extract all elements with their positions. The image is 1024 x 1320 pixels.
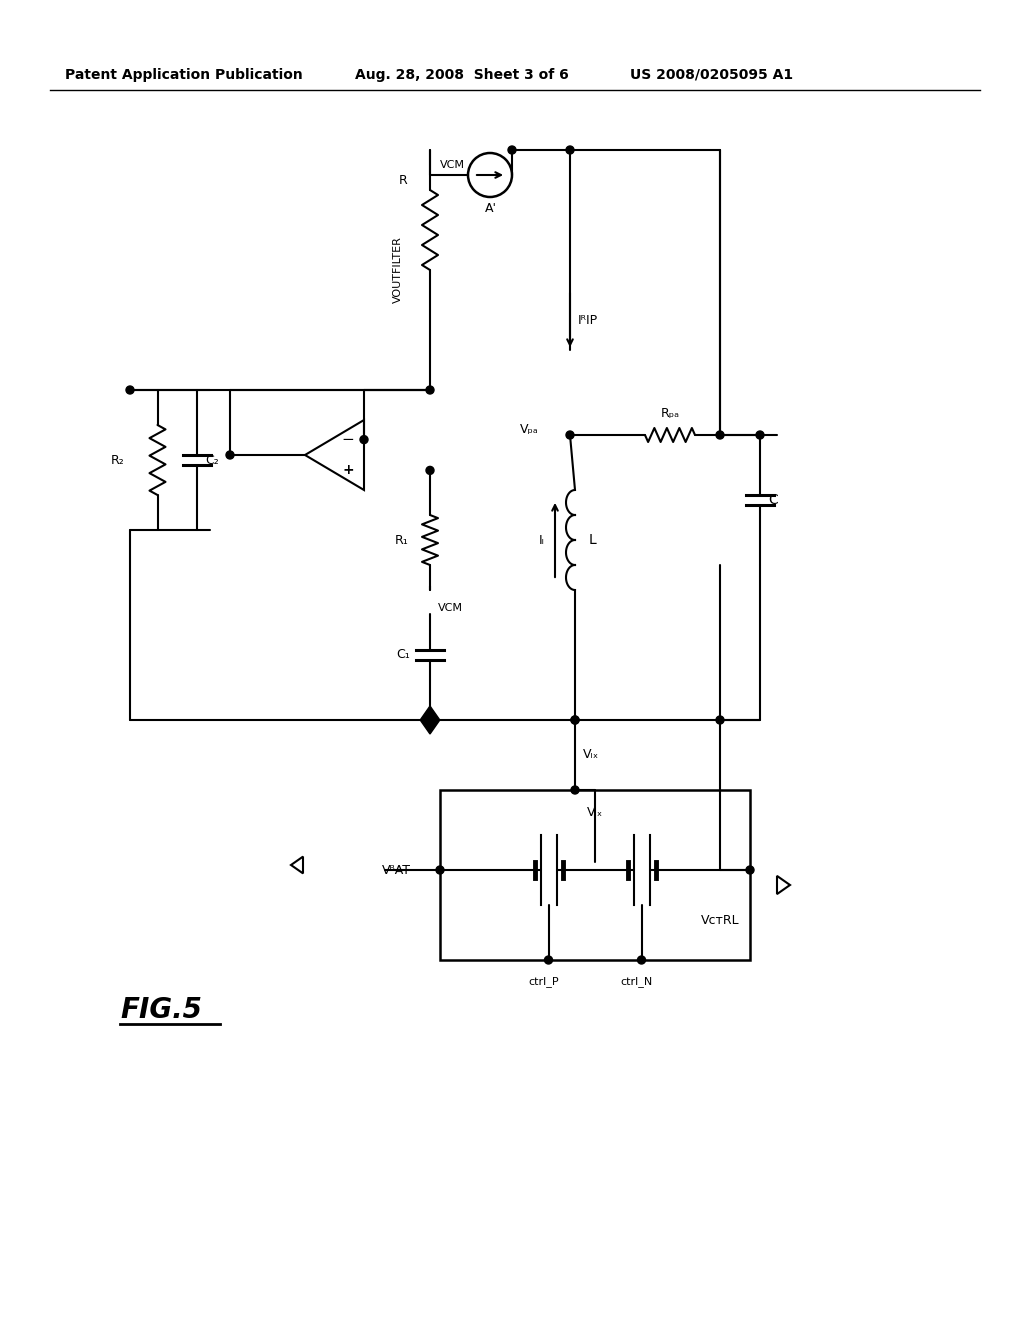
- Text: Rₚₐ: Rₚₐ: [660, 407, 680, 420]
- Text: US 2008/0205095 A1: US 2008/0205095 A1: [630, 69, 794, 82]
- Text: C₁: C₁: [396, 648, 410, 661]
- Text: Vₗₓ: Vₗₓ: [587, 805, 603, 818]
- Text: VCM: VCM: [440, 160, 465, 170]
- Circle shape: [566, 432, 574, 440]
- Text: +: +: [342, 463, 354, 478]
- Text: VOUTFILTER: VOUTFILTER: [393, 236, 403, 304]
- Circle shape: [126, 385, 134, 393]
- Text: ctrl_P: ctrl_P: [528, 977, 559, 987]
- Text: VᴄᴛRL: VᴄᴛRL: [701, 913, 740, 927]
- Circle shape: [226, 451, 234, 459]
- Text: −: −: [342, 432, 354, 447]
- Text: Vₗₓ: Vₗₓ: [583, 748, 599, 762]
- Text: R: R: [399, 173, 408, 186]
- Text: VCM: VCM: [438, 603, 463, 612]
- Text: R₁: R₁: [394, 533, 408, 546]
- Polygon shape: [420, 706, 439, 734]
- Circle shape: [756, 432, 764, 440]
- Circle shape: [571, 715, 579, 723]
- Text: L: L: [589, 533, 597, 546]
- Circle shape: [566, 147, 574, 154]
- Circle shape: [508, 147, 516, 154]
- Circle shape: [360, 436, 368, 444]
- Text: Vₚₐ: Vₚₐ: [520, 424, 539, 437]
- Text: FIG.5: FIG.5: [120, 997, 202, 1024]
- Text: Patent Application Publication: Patent Application Publication: [65, 69, 303, 82]
- Circle shape: [716, 715, 724, 723]
- Circle shape: [426, 715, 434, 723]
- Circle shape: [571, 715, 579, 723]
- Circle shape: [746, 866, 754, 874]
- Bar: [440, 789, 750, 960]
- Circle shape: [571, 785, 579, 795]
- Text: VᴮAT: VᴮAT: [382, 863, 411, 876]
- Text: A': A': [485, 202, 497, 215]
- Text: R₂: R₂: [112, 454, 125, 466]
- Circle shape: [436, 866, 444, 874]
- Circle shape: [638, 956, 645, 964]
- Text: Aug. 28, 2008  Sheet 3 of 6: Aug. 28, 2008 Sheet 3 of 6: [355, 69, 568, 82]
- Circle shape: [426, 466, 434, 474]
- Text: C: C: [768, 492, 778, 507]
- Text: IᴿIP: IᴿIP: [578, 314, 598, 326]
- Text: ctrl_N: ctrl_N: [621, 977, 652, 987]
- Text: C₂: C₂: [205, 454, 219, 466]
- Circle shape: [716, 432, 724, 440]
- Text: Iₗ: Iₗ: [540, 533, 545, 546]
- Circle shape: [426, 385, 434, 393]
- Circle shape: [545, 956, 553, 964]
